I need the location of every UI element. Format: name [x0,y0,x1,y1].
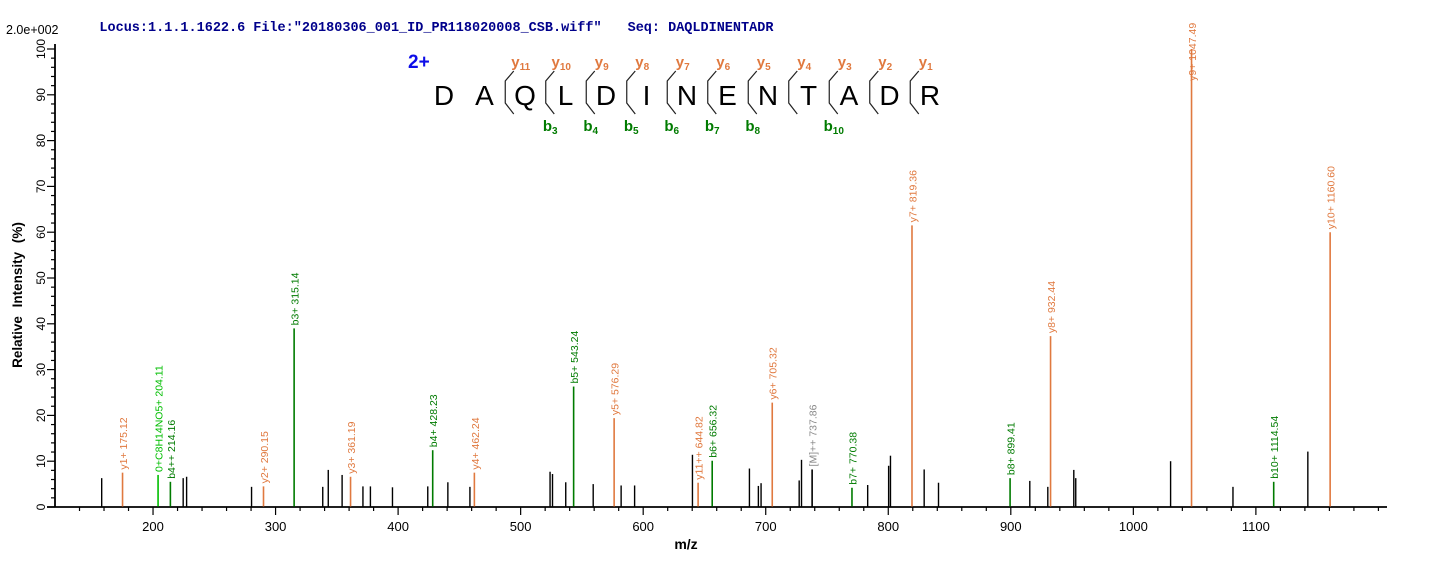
peak-label: y3+ 361.19 [346,421,358,473]
y-axis-title: Relative Intensity (%) [10,222,25,368]
peak-label: b8+ 899.41 [1006,422,1018,475]
b-ion-label: b10 [824,118,845,137]
peak-label: y2+ 290.15 [259,431,271,483]
peak-label: [M]++ 737.86 [808,404,820,466]
peak-label: y11++ 644.82 [694,416,706,480]
y-ion-label: y9 [595,54,609,73]
y-tick-label: 80 [34,134,48,148]
locus-text: Locus:1.1.1.1622.6 [99,21,246,36]
b-ion-label: b4 [583,118,598,137]
peak-label: y6+ 705.32 [768,347,780,399]
x-tick-label: 1000 [1119,519,1148,534]
peak-label: b4+ 428.23 [428,394,440,447]
fragment-fence-mark [707,70,717,115]
file-text: File:"20180306_001_ID_PR118020008_CSB.wi… [253,21,602,36]
header-line: Locus:1.1.1.1622.6 File:"20180306_001_ID_… [67,6,773,51]
sequence-residue: A [475,80,494,111]
sequence-residue: R [920,80,940,111]
sequence-residue: I [643,80,651,111]
y-ion-label: y6 [716,54,730,73]
y-ion-label: y5 [757,54,771,73]
peak-label: b3+ 315.14 [290,272,302,325]
x-tick-label: 200 [142,519,164,534]
y-ion-label: y1 [919,54,933,73]
y-ion-label: y8 [635,54,649,73]
peak-label: b7+ 770.38 [847,432,859,485]
b-ion-label: b7 [705,118,720,137]
x-tick-label: 500 [510,519,532,534]
sequence-residue: T [800,80,817,111]
b-ion-label: b5 [624,118,639,137]
fragment-fence-mark [626,70,636,115]
peak-label: b5+ 543.24 [569,331,581,384]
seq-text: Seq: DAQLDINENTADR [627,21,774,36]
y-tick-label: 70 [34,179,48,193]
x-tick-label: 900 [1000,519,1022,534]
y-ion-label: y10 [552,54,572,73]
fragment-fence-mark [869,70,879,115]
peak-label: b4++ 214.16 [166,420,178,479]
x-tick-label: 1100 [1242,519,1270,534]
sequence-residue: D [596,80,616,111]
peak-label: 0+C8H14NO5+ 204.11 [154,365,166,472]
precursor-charge-label: 2+ [408,52,430,73]
y-tick-label: 90 [34,88,48,102]
y-tick-label: 100 [34,39,48,59]
peak-label: y4+ 462.24 [470,417,482,469]
fragment-fence-mark [504,70,515,115]
y-ion-label: y3 [838,54,852,73]
y-tick-label: 20 [34,408,48,422]
b-ion-label: b6 [664,118,679,137]
peak-label: b10+ 1114.54 [1269,416,1281,479]
peak-label: y1+ 175.12 [118,417,130,469]
peak-label: y10+ 1160.60 [1326,166,1338,229]
b-ion-label: b3 [543,118,558,137]
sequence-residue: L [558,80,574,111]
sequence-residue: N [758,80,778,111]
peak-label: b6+ 656.32 [708,405,720,458]
x-tick-label: 600 [632,519,654,534]
y-tick-label: 30 [34,363,48,377]
y-tick-label: 40 [34,317,48,331]
peak-label: y9+ 1047.49 [1187,23,1199,81]
sequence-residue: D [879,80,899,111]
x-tick-label: 300 [265,519,287,534]
x-tick-label: 800 [877,519,899,534]
fragment-fence-mark [909,70,920,115]
x-tick-label: 700 [755,519,777,534]
x-axis-title: m/z [674,536,697,552]
y-ion-label: y2 [878,54,892,73]
fragment-fence-mark [788,70,798,115]
y-ion-label: y4 [797,54,811,73]
y-tick-label: 60 [34,225,48,239]
sequence-residue: A [840,80,859,111]
y-tick-label: 0 [34,503,48,510]
base-peak-intensity-label: 2.0e+002 [6,23,59,37]
sequence-residue: Q [514,80,536,111]
peak-label: y8+ 932.44 [1046,281,1058,333]
fragment-fence-mark [747,70,758,115]
peak-label: y7+ 819.36 [907,170,919,222]
fragment-fence-mark [585,70,596,115]
x-tick-label: 400 [387,519,409,534]
sequence-residue: N [677,80,697,111]
sequence-residue: E [718,80,737,111]
peak-label: y5+ 576.29 [610,363,622,415]
y-ion-label: y11 [511,54,530,73]
fragment-fence-mark [545,70,555,115]
y-tick-label: 50 [34,271,48,285]
y-ion-label: y7 [676,54,690,73]
b-ion-label: b8 [745,118,760,137]
fragment-fence-mark [828,70,839,115]
y-tick-label: 10 [34,454,48,468]
sequence-residue: D [434,80,454,111]
fragment-fence-mark [666,70,677,115]
